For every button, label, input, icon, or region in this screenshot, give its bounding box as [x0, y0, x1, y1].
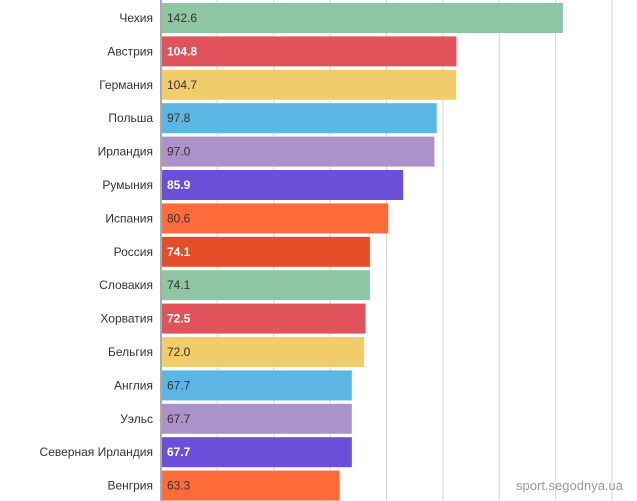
category-label: Польша [108, 111, 153, 125]
value-label: 85.9 [167, 178, 191, 192]
bar [162, 236, 370, 267]
category-label: Уэльс [120, 412, 153, 426]
bar [162, 403, 352, 434]
category-label: Германия [99, 78, 153, 92]
value-label: 72.5 [167, 312, 191, 326]
value-label: 74.1 [167, 278, 191, 292]
value-label: 72.0 [167, 345, 191, 359]
bar [162, 103, 437, 134]
bar [162, 370, 352, 401]
bar [162, 136, 435, 167]
bar [162, 3, 563, 33]
category-label: Словакия [99, 278, 153, 292]
value-label: 74.1 [167, 245, 191, 259]
value-label: 67.7 [167, 378, 191, 392]
category-label: Ирландия [98, 145, 153, 159]
value-label: 80.6 [167, 211, 191, 225]
value-label: 67.7 [167, 445, 191, 459]
value-label: 97.0 [167, 145, 191, 159]
bar [162, 303, 366, 334]
bar [162, 437, 352, 468]
category-label: Англия [114, 378, 153, 392]
watermark: sport.segodnya.ua [516, 478, 623, 493]
category-label: Испания [105, 211, 153, 225]
bar [162, 470, 340, 501]
value-label: 67.7 [167, 412, 191, 426]
value-label: 63.3 [167, 479, 191, 493]
bar [162, 270, 370, 301]
value-label: 142.6 [167, 11, 197, 25]
category-label: Чехия [119, 11, 153, 25]
category-label: Венгрия [107, 479, 153, 493]
category-label: Северная Ирландия [40, 445, 153, 459]
category-label: Россия [114, 245, 153, 259]
bar [162, 170, 404, 200]
value-label: 104.7 [167, 78, 197, 92]
bar [162, 337, 364, 367]
value-label: 104.8 [167, 44, 197, 58]
bar [162, 36, 457, 67]
category-label: Бельгия [108, 345, 153, 359]
bar [162, 203, 389, 234]
category-label: Австрия [107, 44, 153, 58]
value-label: 97.8 [167, 111, 191, 125]
category-label: Румыния [102, 178, 153, 192]
bar [162, 69, 457, 100]
category-label: Хорватия [100, 312, 153, 326]
